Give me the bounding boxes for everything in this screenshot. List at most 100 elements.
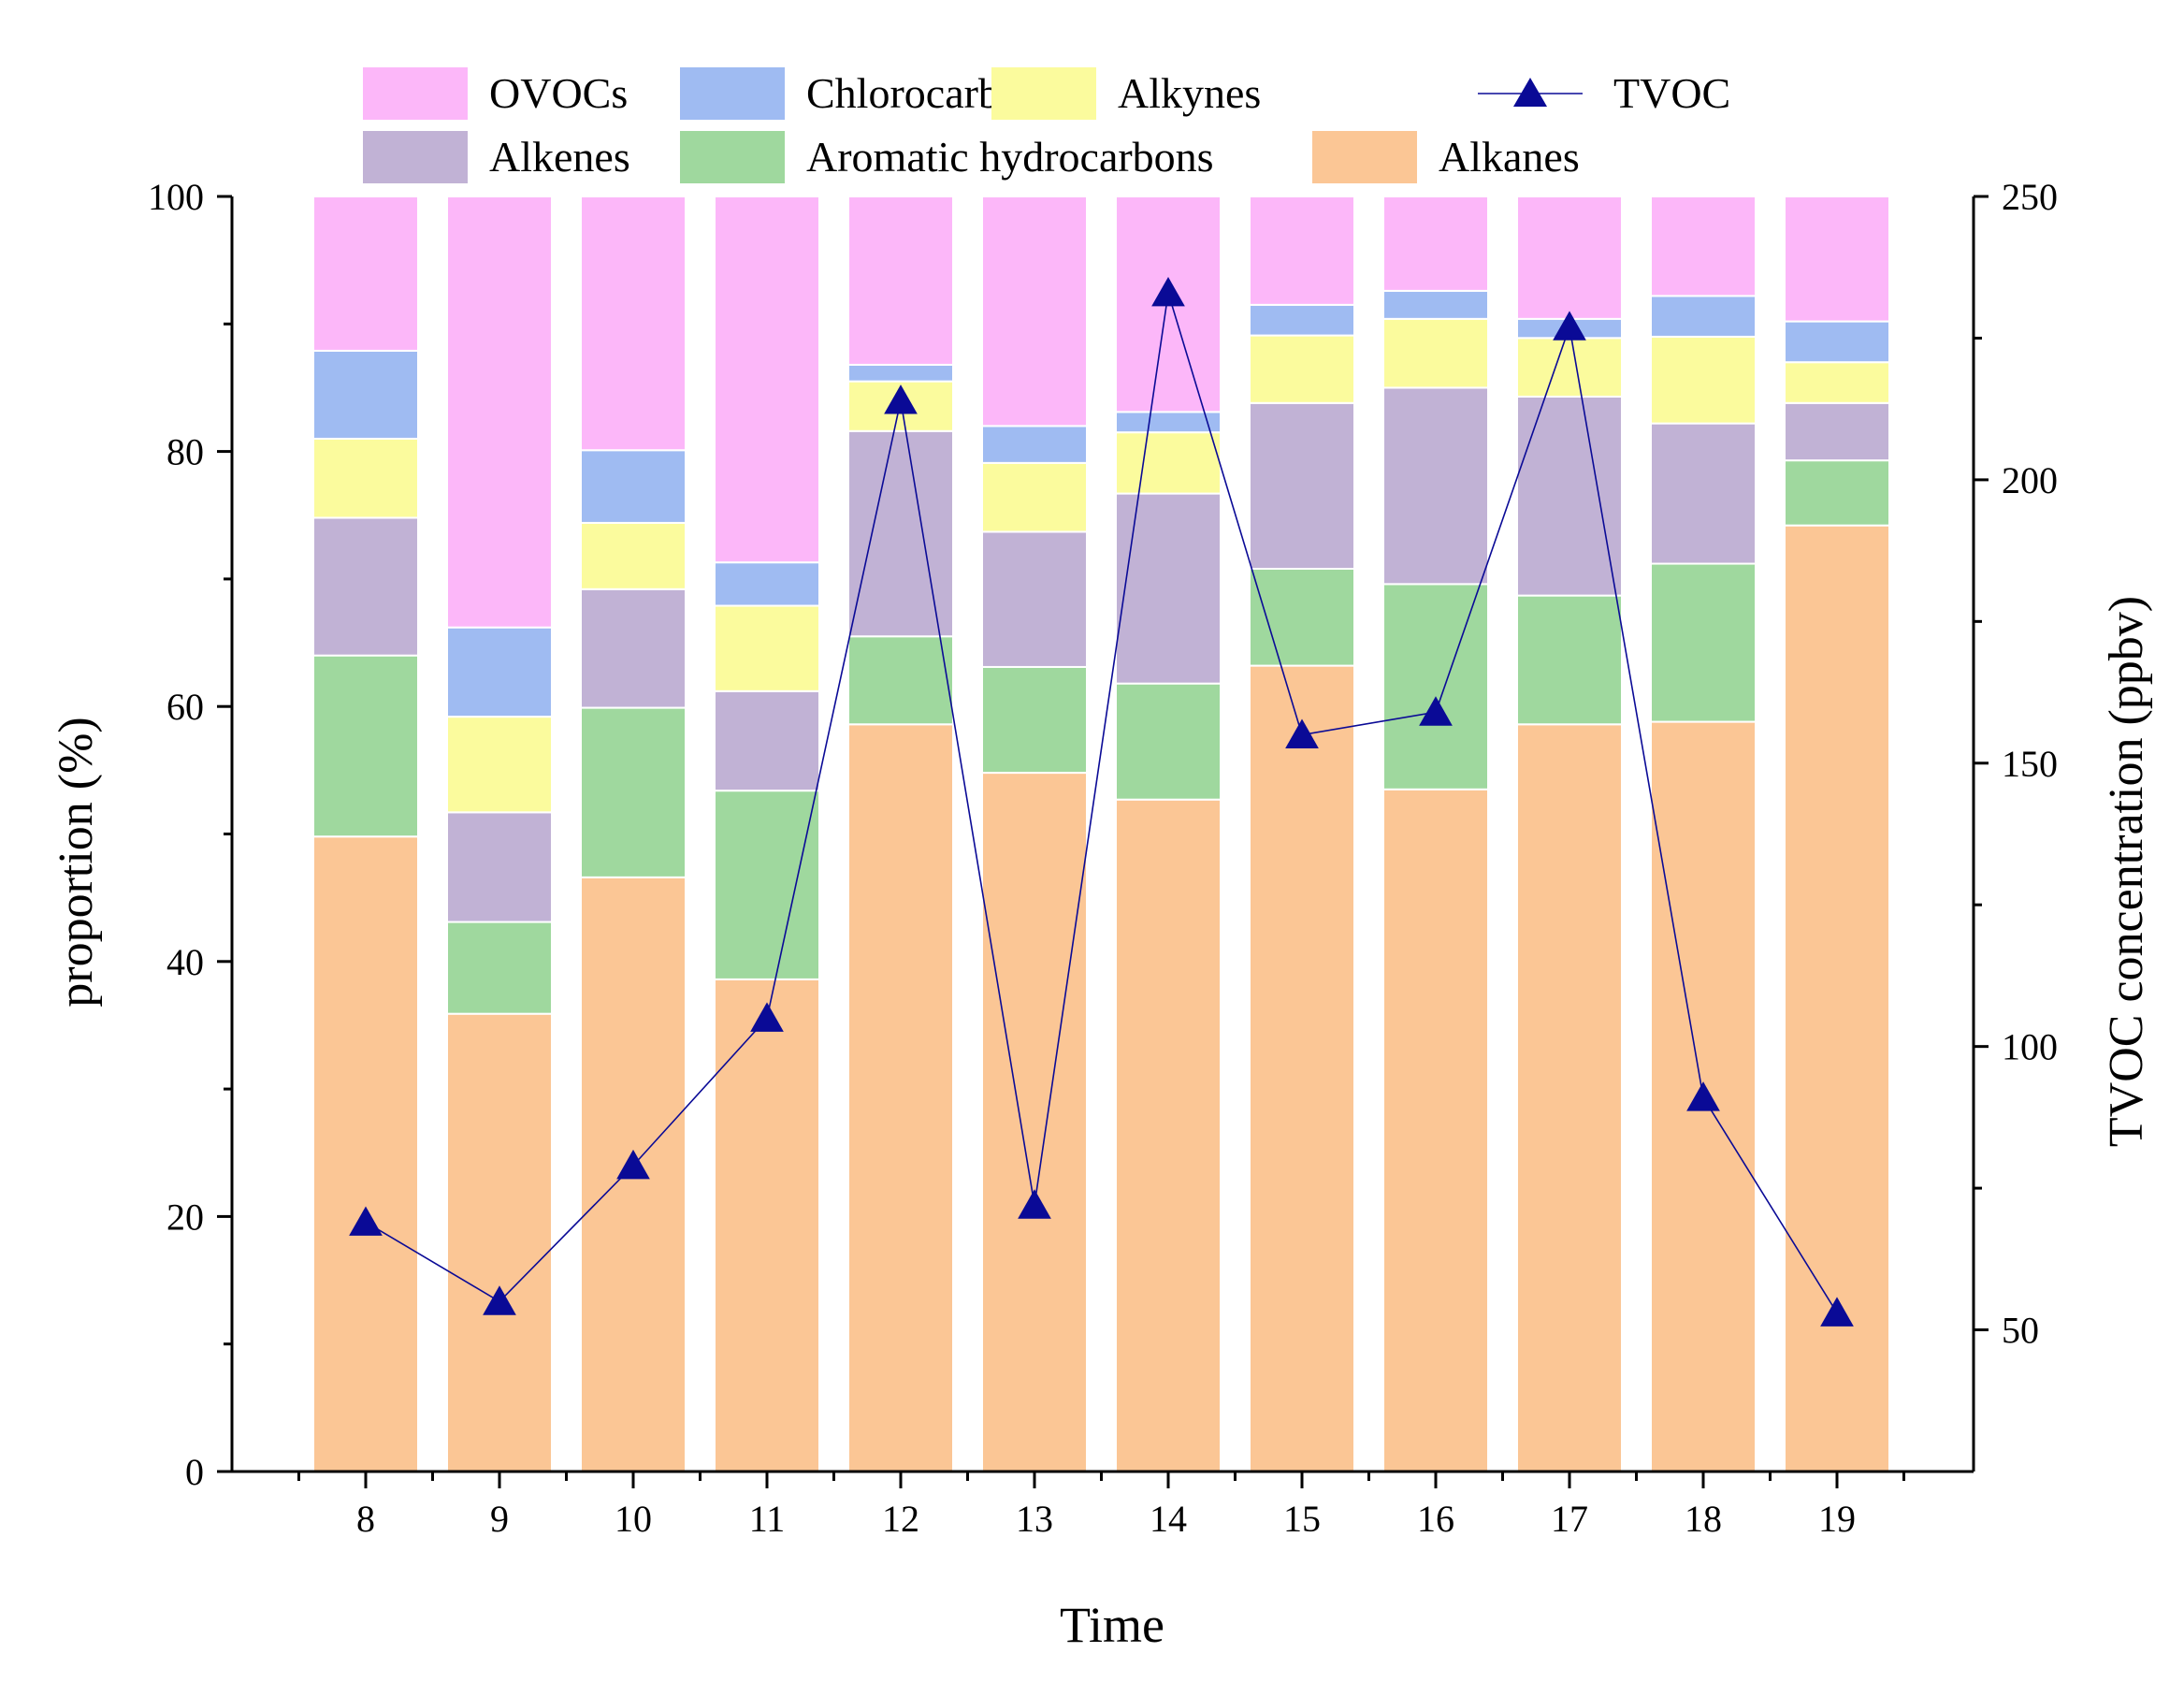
bar-chlorocarbons-8 <box>312 349 419 440</box>
legend-label-ovocs: OVOCs <box>489 69 628 117</box>
bar-alkynes-9 <box>446 716 553 814</box>
bar-alkynes-19 <box>1784 361 1890 404</box>
bar-alkenes-15 <box>1249 401 1355 570</box>
bar-alkanes-16 <box>1382 788 1489 1472</box>
x-tick-label-14: 14 <box>1150 1498 1187 1540</box>
tvoc-line <box>365 292 1838 1313</box>
y-tick-label-80: 80 <box>166 431 204 473</box>
bar-alkanes-8 <box>312 835 419 1472</box>
bar-aromatic-hydrocarbons-17 <box>1516 594 1623 726</box>
bar-aromatic-hydrocarbons-8 <box>312 654 419 838</box>
y2-tick-label-50: 50 <box>2002 1310 2039 1352</box>
tvoc-marker-10 <box>616 1149 650 1180</box>
bar-ovocs-16 <box>1382 196 1489 292</box>
bar-ovocs-9 <box>446 196 553 629</box>
bar-alkanes-19 <box>1784 524 1890 1472</box>
bar-alkenes-16 <box>1382 386 1489 586</box>
bar-chlorocarbons-19 <box>1784 320 1890 364</box>
tvoc-marker-15 <box>1285 718 1319 748</box>
legend-label-tvoc: TVOC <box>1613 69 1730 117</box>
bar-chlorocarbons-15 <box>1249 303 1355 337</box>
bar-aromatic-hydrocarbons-9 <box>446 921 553 1015</box>
bar-aromatic-hydrocarbons-12 <box>847 635 954 726</box>
y2-tick-label-200: 200 <box>2002 459 2058 501</box>
y-tick-label-60: 60 <box>166 686 204 728</box>
bar-alkenes-12 <box>847 429 954 638</box>
bar-chlorocarbons-9 <box>446 626 553 718</box>
x-tick-label-11: 11 <box>749 1498 786 1540</box>
bar-chlorocarbons-11 <box>714 561 820 607</box>
bar-alkanes-9 <box>446 1012 553 1472</box>
tvoc-marker-13 <box>1018 1189 1051 1219</box>
bar-alkynes-11 <box>714 604 820 692</box>
x-tick-label-13: 13 <box>1016 1498 1053 1540</box>
bar-aromatic-hydrocarbons-11 <box>714 790 820 980</box>
bar-alkynes-13 <box>981 461 1088 533</box>
bar-ovocs-10 <box>580 196 687 452</box>
bar-ovocs-19 <box>1784 196 1890 323</box>
bar-alkynes-16 <box>1382 317 1489 389</box>
bar-alkenes-11 <box>714 689 820 792</box>
legend-swatch-chlorocarbons <box>680 67 785 120</box>
y-axis-title: proportion (%) <box>50 717 103 1007</box>
y2-tick-label-100: 100 <box>2002 1026 2058 1068</box>
legend-label-aromatic-hydrocarbons: Aromatic hydrocarbons <box>806 133 1214 181</box>
bar-alkanes-13 <box>981 772 1088 1472</box>
tvoc-marker-19 <box>1820 1297 1854 1327</box>
bar-alkenes-17 <box>1516 395 1623 597</box>
bar-alkynes-18 <box>1650 335 1757 425</box>
x-tick-label-16: 16 <box>1417 1498 1454 1540</box>
tvoc-marker-8 <box>349 1206 383 1236</box>
bar-ovocs-12 <box>847 196 954 366</box>
legend-label-alkenes: Alkenes <box>489 133 630 181</box>
legend-swatch-alkanes <box>1312 131 1417 183</box>
bar-chlorocarbons-16 <box>1382 289 1489 320</box>
y-tick-label-100: 100 <box>148 176 204 218</box>
tvoc-marker-16 <box>1419 696 1453 726</box>
bar-alkenes-13 <box>981 530 1088 668</box>
y2-axis-title: TVOC concentration (ppbv) <box>2100 596 2153 1147</box>
bar-chlorocarbons-13 <box>981 425 1088 464</box>
bar-ovocs-11 <box>714 196 820 564</box>
y-tick-label-40: 40 <box>166 941 204 983</box>
bar-alkynes-15 <box>1249 334 1355 404</box>
bar-ovocs-15 <box>1249 196 1355 306</box>
x-tick-label-15: 15 <box>1283 1498 1321 1540</box>
y-tick-label-0: 0 <box>185 1451 204 1493</box>
bar-alkanes-17 <box>1516 723 1623 1472</box>
y2-tick-label-250: 250 <box>2002 176 2058 218</box>
x-tick-label-12: 12 <box>882 1498 919 1540</box>
x-axis-title: Time <box>1060 1597 1164 1653</box>
tvoc-marker-17 <box>1553 311 1586 341</box>
bar-aromatic-hydrocarbons-13 <box>981 665 1088 775</box>
bar-alkynes-17 <box>1516 337 1623 398</box>
bar-aromatic-hydrocarbons-15 <box>1249 567 1355 667</box>
bar-alkanes-15 <box>1249 664 1355 1472</box>
x-tick-label-18: 18 <box>1685 1498 1722 1540</box>
x-tick-label-17: 17 <box>1551 1498 1588 1540</box>
legend-swatch-aromatic-hydrocarbons <box>680 131 785 183</box>
bar-aromatic-hydrocarbons-16 <box>1382 583 1489 790</box>
y2-tick-label-150: 150 <box>2002 743 2058 785</box>
x-tick-label-19: 19 <box>1818 1498 1856 1540</box>
x-tick-label-8: 8 <box>356 1498 375 1540</box>
bar-alkanes-12 <box>847 723 954 1472</box>
bar-aromatic-hydrocarbons-19 <box>1784 459 1890 527</box>
tvoc-marker-14 <box>1151 276 1185 307</box>
bar-alkynes-14 <box>1115 431 1222 495</box>
bar-aromatic-hydrocarbons-10 <box>580 706 687 878</box>
legend-swatch-ovocs <box>363 67 468 120</box>
bar-aromatic-hydrocarbons-18 <box>1650 562 1757 723</box>
legend-marker-tvoc <box>1513 78 1547 107</box>
tvoc-marker-11 <box>750 1002 784 1032</box>
tvoc-marker-9 <box>483 1285 516 1315</box>
bar-alkenes-10 <box>580 587 687 709</box>
bar-alkynes-10 <box>580 521 687 590</box>
tvoc-marker-12 <box>884 384 918 414</box>
bar-chlorocarbons-12 <box>847 363 954 383</box>
legend-swatch-alkenes <box>363 131 468 183</box>
legend-label-alkynes: Alkynes <box>1118 69 1261 117</box>
bar-ovocs-18 <box>1650 196 1757 297</box>
bar-ovocs-8 <box>312 196 419 352</box>
